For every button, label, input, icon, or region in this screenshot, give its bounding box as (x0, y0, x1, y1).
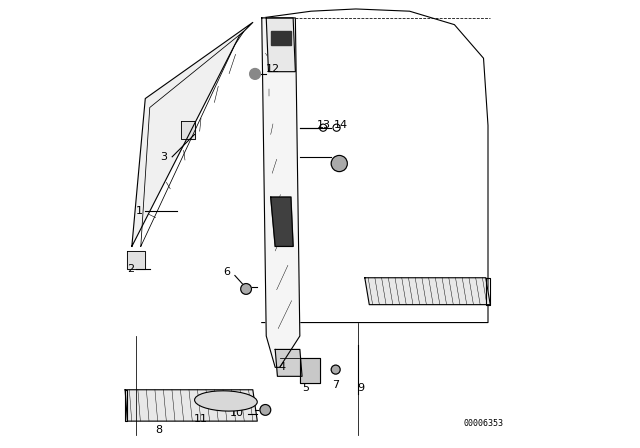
Polygon shape (181, 121, 195, 139)
Text: 00006353: 00006353 (463, 419, 504, 428)
Polygon shape (300, 358, 320, 383)
Text: 1: 1 (136, 206, 143, 215)
Text: 7: 7 (332, 380, 339, 390)
Circle shape (260, 405, 271, 415)
Polygon shape (275, 349, 302, 376)
Polygon shape (365, 278, 490, 305)
Text: 11: 11 (195, 414, 208, 424)
Circle shape (250, 69, 260, 79)
Polygon shape (132, 22, 253, 246)
Ellipse shape (195, 391, 257, 411)
Polygon shape (271, 31, 291, 45)
Text: 10: 10 (230, 408, 244, 418)
Polygon shape (125, 390, 257, 421)
Text: 2: 2 (127, 264, 134, 274)
Polygon shape (262, 18, 300, 367)
Text: 13: 13 (317, 120, 331, 129)
Text: 12: 12 (266, 65, 280, 74)
Text: 9: 9 (358, 383, 365, 392)
Text: 4: 4 (278, 362, 285, 372)
Text: 3: 3 (161, 152, 168, 162)
Text: 8: 8 (155, 425, 163, 435)
Polygon shape (127, 251, 145, 269)
Text: 5: 5 (301, 383, 308, 392)
Circle shape (332, 155, 348, 172)
Text: 15: 15 (333, 163, 347, 173)
Polygon shape (271, 197, 293, 246)
Text: 14: 14 (334, 120, 348, 129)
Polygon shape (266, 18, 296, 72)
Circle shape (332, 365, 340, 374)
Circle shape (241, 284, 252, 294)
Text: 6: 6 (223, 267, 230, 277)
